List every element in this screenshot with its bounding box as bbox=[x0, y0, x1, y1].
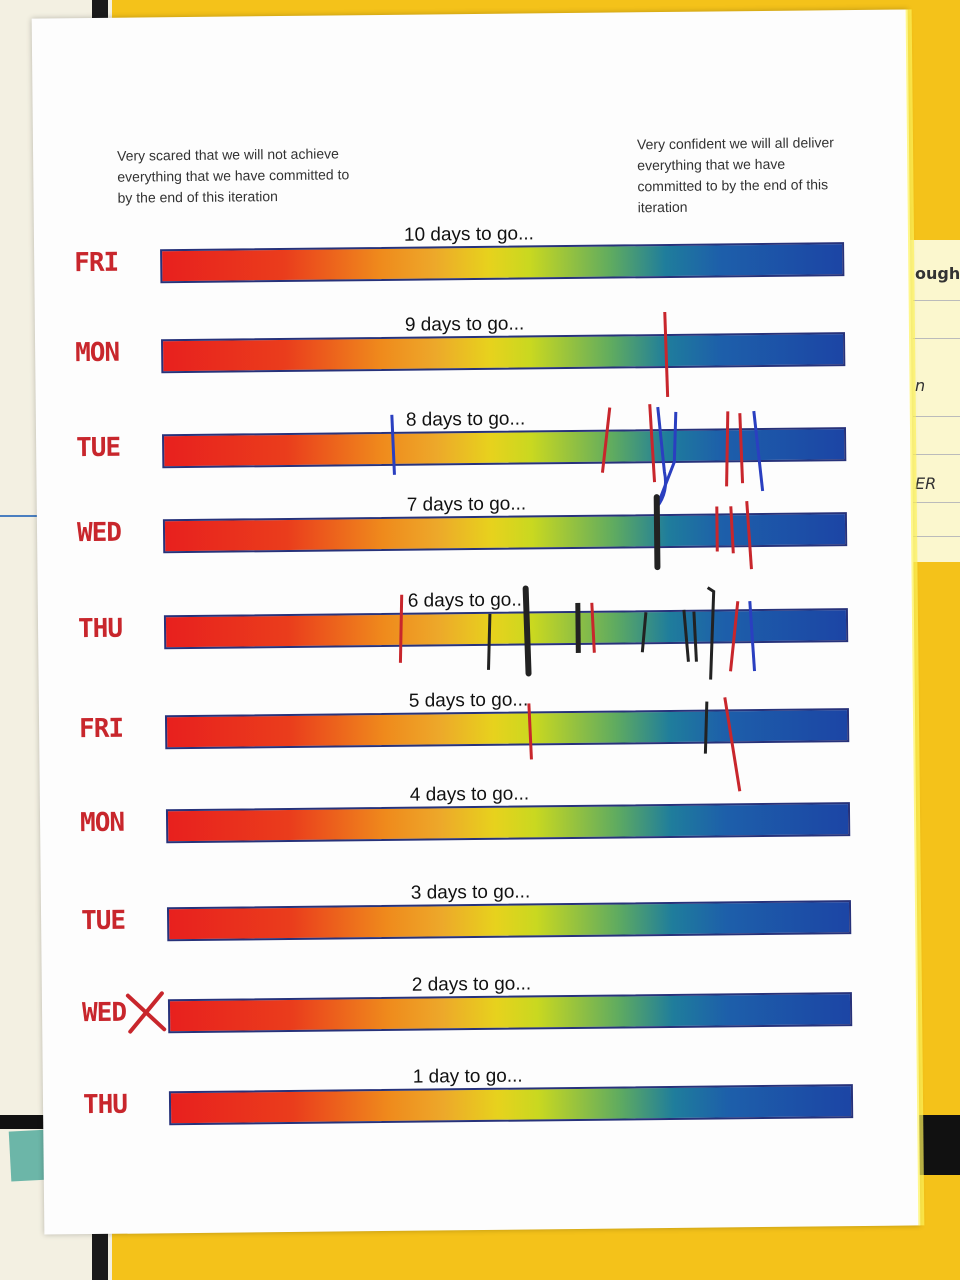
days-label: 1 day to go... bbox=[412, 1065, 523, 1088]
days-label: 5 days to go... bbox=[408, 689, 529, 712]
day-label: FRI bbox=[78, 713, 124, 745]
confidence-bar bbox=[168, 1084, 854, 1126]
row-9-days: MON 9 days to go... bbox=[35, 309, 912, 388]
confidence-bar bbox=[165, 802, 851, 844]
row-8-days: TUE 8 days to go... bbox=[36, 404, 913, 483]
row-2-days: WED 2 days to go... bbox=[42, 969, 919, 1048]
note-text-1: ough bbox=[915, 264, 960, 283]
days-label: 8 days to go... bbox=[405, 408, 526, 431]
wall-blue-line bbox=[0, 515, 60, 517]
row-5-days: FRI 5 days to go... bbox=[39, 685, 916, 764]
confidence-bar bbox=[162, 427, 847, 469]
day-label: THU bbox=[77, 613, 123, 645]
days-label: 6 days to go... bbox=[407, 589, 528, 612]
row-3-days: TUE 3 days to go... bbox=[41, 877, 918, 956]
caption-scared: Very scared that we will not achieve eve… bbox=[117, 145, 350, 206]
confidence-bar bbox=[162, 512, 848, 554]
confidence-bar bbox=[163, 608, 849, 650]
day-label: THU bbox=[82, 1089, 128, 1121]
day-label: MON bbox=[79, 807, 125, 839]
days-label: 10 days to go... bbox=[403, 223, 534, 246]
confidence-bar bbox=[167, 992, 853, 1034]
row-7-days: WED 7 days to go... bbox=[37, 489, 914, 568]
confidence-bar bbox=[164, 708, 850, 750]
mood-chart-sheet: Very scared that we will not achieve eve… bbox=[31, 9, 925, 1235]
row-1-day: THU 1 day to go... bbox=[43, 1061, 920, 1140]
days-label: 4 days to go... bbox=[409, 783, 530, 806]
day-label: FRI bbox=[74, 247, 119, 279]
day-label: WED bbox=[76, 517, 122, 549]
days-label: 2 days to go... bbox=[411, 973, 532, 996]
note-text-3: ER bbox=[915, 474, 937, 493]
days-label: 9 days to go... bbox=[404, 313, 525, 336]
confidence-bar bbox=[161, 332, 846, 374]
day-label: MON bbox=[75, 337, 120, 369]
row-10-days: FRI 10 days to go... bbox=[34, 219, 911, 298]
days-label: 7 days to go... bbox=[406, 493, 527, 516]
day-label: TUE bbox=[80, 905, 126, 937]
day-label: WED bbox=[81, 997, 127, 1029]
day-label: TUE bbox=[76, 432, 121, 464]
note-text-2: n bbox=[915, 376, 926, 395]
caption-confident: Very confident we will all deliver every… bbox=[636, 134, 834, 216]
row-4-days: MON 4 days to go... bbox=[40, 779, 917, 858]
row-6-days: THU 6 days to go... bbox=[38, 585, 915, 664]
confidence-bar bbox=[166, 900, 852, 942]
confidence-bar bbox=[160, 242, 845, 284]
days-label: 3 days to go... bbox=[410, 881, 531, 904]
